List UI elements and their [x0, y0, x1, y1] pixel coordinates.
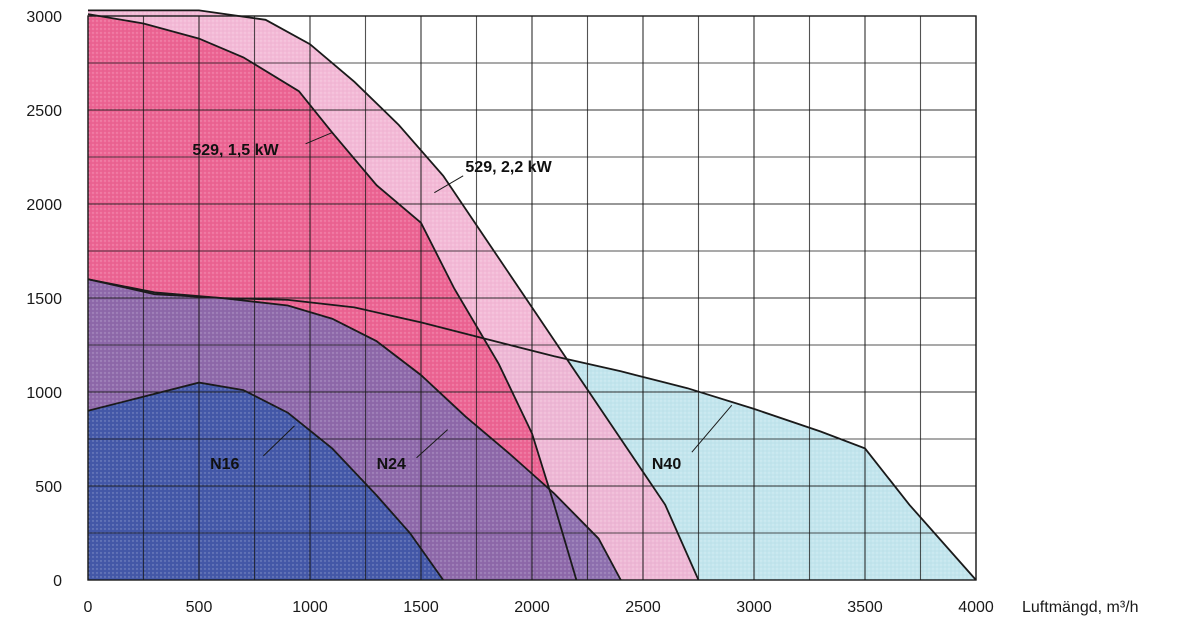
- x-tick-label: 500: [186, 599, 213, 616]
- x-tick-label: 4000: [958, 599, 994, 616]
- x-axis-title: Luftmängd, m³/h: [1022, 599, 1139, 616]
- x-tick-label: 2000: [514, 599, 550, 616]
- series-label-n24: N24: [377, 456, 406, 473]
- series-label-529-2-2-kw: 529, 2,2 kW: [465, 159, 552, 176]
- x-tick-label: 3500: [847, 599, 883, 616]
- area-texture-n16: [88, 382, 444, 580]
- tick-layer: 0 500 1000 1500 2000 2500 3000 3500 4000 0 500 1000…: [26, 9, 993, 616]
- series-label-n16: N16: [210, 456, 239, 473]
- y-tick-label: 0: [53, 573, 62, 590]
- curve-n40: [87, 278, 977, 581]
- series-label-n40: N40: [652, 456, 681, 473]
- x-tick-label: 3000: [736, 599, 772, 616]
- curve-layer: [87, 9, 977, 581]
- leader-n24: [416, 429, 448, 459]
- y-tick-label: 1000: [26, 385, 62, 402]
- y-tick-label: 2500: [26, 103, 62, 120]
- x-tick-label: 0: [84, 599, 93, 616]
- grid-layer: [87, 15, 977, 581]
- y-tick-label: 2000: [26, 197, 62, 214]
- x-tick-label: 1500: [403, 599, 439, 616]
- curve-529-1-5-kw: [87, 13, 578, 581]
- y-tick-label: 3000: [26, 9, 62, 26]
- plot-frame: [87, 15, 977, 581]
- leader-n16: [263, 425, 295, 457]
- x-tick-label: 1000: [292, 599, 328, 616]
- curve-n16: [87, 381, 444, 581]
- series-label-529-1-5-kw: 529, 1,5 kW: [192, 142, 279, 159]
- leader-n40: [691, 404, 733, 453]
- curve-n24: [87, 278, 622, 581]
- leader-529-2-2-kw: [434, 175, 464, 194]
- leader-529-1-5-kw: [305, 132, 333, 145]
- curve-529-2-2-kw: [88, 9, 700, 581]
- series-label-layer: N40 529, 2,2 kW 529, 1,5 kW N24 N16: [192, 132, 733, 473]
- y-tick-label: 1500: [26, 291, 62, 308]
- y-tick-label: 500: [35, 479, 62, 496]
- x-tick-label: 2500: [625, 599, 661, 616]
